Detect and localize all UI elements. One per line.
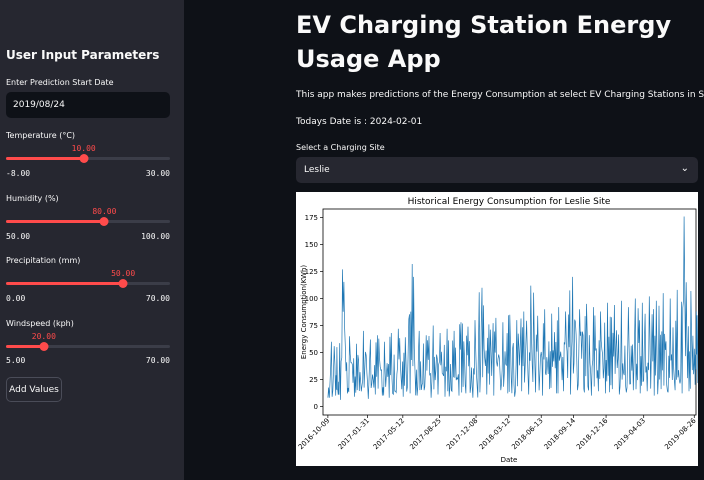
temperature-label: Temperature (°C) xyxy=(6,131,76,140)
y-tick-label: 0 xyxy=(314,403,318,411)
slider-thumb[interactable] xyxy=(79,154,89,163)
y-tick-label: 150 xyxy=(305,241,318,249)
slider-track[interactable] xyxy=(6,154,170,163)
y-tick-label: 50 xyxy=(309,349,318,357)
slider-track[interactable] xyxy=(6,279,170,288)
chart-title: Historical Energy Consumption for Leslie… xyxy=(408,197,611,207)
slider-fill xyxy=(6,220,105,223)
y-tick-label: 175 xyxy=(305,214,318,222)
date-label: Enter Prediction Start Date xyxy=(6,78,114,87)
x-tick-label: 2017-01-31 xyxy=(337,417,371,451)
energy-chart: Historical Energy Consumption for Leslie… xyxy=(296,192,698,466)
energy-series-line xyxy=(327,216,698,400)
precipitation-min: 0.00 xyxy=(6,294,26,303)
slider-value: 50.00 xyxy=(111,269,136,278)
slider-track[interactable] xyxy=(6,217,170,226)
temperature-max: 30.00 xyxy=(145,169,170,178)
slider-value: 80.00 xyxy=(92,207,117,216)
energy-chart-svg: Historical Energy Consumption for Leslie… xyxy=(297,197,698,464)
x-tick-label: 2017-08-25 xyxy=(408,417,442,451)
x-axis-label: Date xyxy=(501,456,518,464)
slider-value: 10.00 xyxy=(71,144,96,153)
temperature-slider[interactable]: 10.00 xyxy=(6,144,170,164)
slider-thumb[interactable] xyxy=(118,279,128,288)
x-tick-label: 2017-05-12 xyxy=(372,417,406,451)
windspeed-min: 5.00 xyxy=(6,356,26,365)
site-select-value: Leslie xyxy=(304,165,330,175)
humidity-slider[interactable]: 80.00 xyxy=(6,207,170,227)
app-description: This app makes predictions of the Energy… xyxy=(296,90,704,100)
windspeed-slider[interactable]: 20.00 xyxy=(6,332,170,352)
site-select-label: Select a Charging Site xyxy=(296,143,385,152)
y-tick-label: 100 xyxy=(305,295,318,303)
sidebar-title: User Input Parameters xyxy=(6,48,160,62)
precipitation-max: 70.00 xyxy=(145,294,170,303)
precipitation-slider[interactable]: 50.00 xyxy=(6,269,170,289)
y-axis-label: Energy Consumption(KWh) xyxy=(300,265,308,360)
site-select[interactable]: Leslie ⌄ xyxy=(296,157,698,183)
x-tick-label: 2018-09-14 xyxy=(543,416,578,451)
x-tick-label: 2019-04-03 xyxy=(613,417,647,451)
add-values-button[interactable]: Add Values xyxy=(6,377,62,402)
slider-value: 20.00 xyxy=(31,332,56,341)
x-tick-label: 2018-06-13 xyxy=(510,417,544,451)
y-tick-label: 25 xyxy=(309,376,318,384)
humidity-min: 50.00 xyxy=(6,232,31,241)
slider-fill xyxy=(6,345,44,348)
slider-thumb[interactable] xyxy=(99,217,109,226)
sidebar: User Input Parameters Enter Prediction S… xyxy=(0,0,184,480)
humidity-max: 100.00 xyxy=(141,232,170,241)
precipitation-label: Precipitation (mm) xyxy=(6,256,81,265)
date-input[interactable] xyxy=(6,92,170,118)
y-tick-label: 125 xyxy=(305,268,318,276)
x-tick-label: 2018-03-12 xyxy=(478,417,512,451)
slider-fill xyxy=(6,157,84,160)
windspeed-label: Windspeed (kph) xyxy=(6,319,74,328)
slider-track[interactable] xyxy=(6,342,170,351)
chevron-down-icon[interactable]: ⌄ xyxy=(680,163,689,174)
slider-thumb[interactable] xyxy=(39,342,49,351)
x-tick-label: 2019-08-26 xyxy=(663,416,698,451)
temperature-min: -8.00 xyxy=(6,169,31,178)
page-title: EV Charging Station Energy Usage App xyxy=(296,11,672,73)
todays-date: Todays Date is : 2024-02-01 xyxy=(296,117,423,127)
y-tick-label: 75 xyxy=(309,322,318,330)
humidity-label: Humidity (%) xyxy=(6,194,59,203)
x-tick-label: 2016-10-09 xyxy=(297,417,331,451)
windspeed-max: 70.00 xyxy=(145,356,170,365)
x-tick-label: 2018-12-16 xyxy=(575,416,610,451)
x-tick-label: 2017-12-08 xyxy=(445,417,479,451)
slider-fill xyxy=(6,282,124,285)
